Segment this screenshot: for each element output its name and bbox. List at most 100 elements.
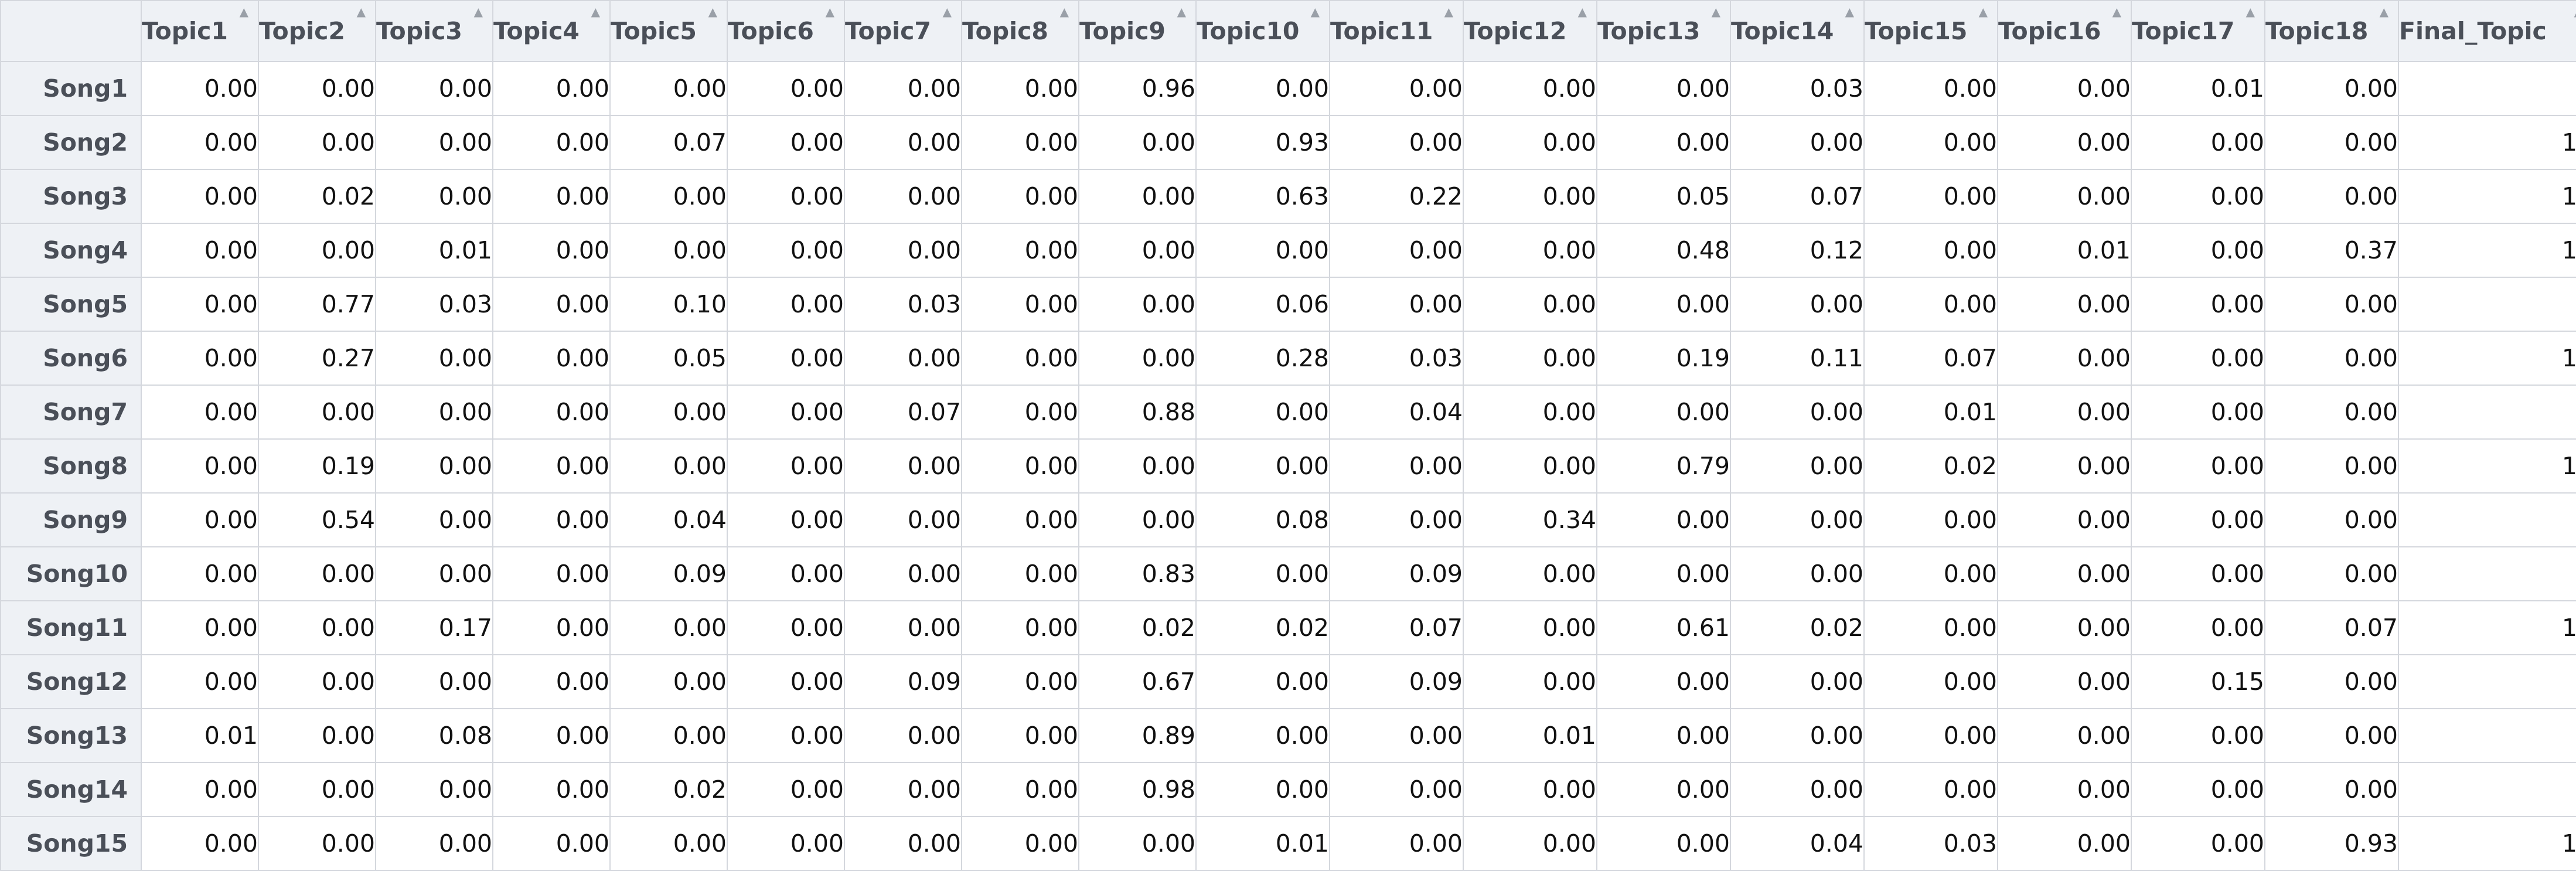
table-cell: 10 — [2398, 115, 2576, 170]
table-row: Song9 0.00 0.54 0.00 0.00 0.04 0.00 0.00 0.00 0.0… — [0, 492, 2576, 547]
sort-arrow-icon[interactable]: ▲ — [942, 5, 952, 19]
column-header-label: Topic13 — [1597, 17, 1701, 45]
table-cell: 0.00 — [961, 385, 1079, 440]
table-cell: 0.00 — [1863, 546, 1998, 601]
sort-arrow-icon[interactable]: ▲ — [2246, 5, 2255, 19]
table-cell: 0.00 — [1463, 816, 1597, 871]
table-cell: 0.00 — [258, 762, 376, 817]
table-cell: 0.00 — [2131, 169, 2265, 224]
table-cell: 0.00 — [1730, 385, 1865, 440]
table-cell: 0.00 — [1078, 492, 1197, 547]
table-cell: 0.00 — [1463, 654, 1597, 709]
column-header-topic10[interactable]: Topic10 ▲ — [1195, 0, 1330, 62]
column-header-topic14[interactable]: Topic14 ▲ — [1730, 0, 1865, 62]
column-header-topic3[interactable]: Topic3 ▲ — [375, 0, 493, 62]
table-cell: 0.11 — [1730, 331, 1865, 386]
table-cell: 0.98 — [1078, 762, 1197, 817]
sort-arrow-icon[interactable]: ▲ — [708, 5, 717, 19]
table-cell: 0.00 — [1329, 438, 1464, 494]
table-cell: 0.03 — [844, 277, 962, 332]
table-cell: 0.03 — [375, 277, 493, 332]
column-header-topic9[interactable]: Topic9 ▲ — [1078, 0, 1197, 62]
sort-arrow-icon[interactable]: ▲ — [1444, 5, 1453, 19]
table-cell: 0.05 — [1596, 169, 1731, 224]
sort-arrow-icon[interactable]: ▲ — [2112, 5, 2121, 19]
column-header-label: Topic9 — [1079, 17, 1166, 45]
table-cell: 0.03 — [1863, 816, 1998, 871]
column-header-topic12[interactable]: Topic12 ▲ — [1463, 0, 1597, 62]
column-header-topic7[interactable]: Topic7 ▲ — [844, 0, 962, 62]
column-header-topic18[interactable]: Topic18 ▲ — [2264, 0, 2399, 62]
sort-arrow-icon[interactable]: ▲ — [1978, 5, 1988, 19]
table-row: Song13 0.01 0.00 0.08 0.00 0.00 0.00 0.00 0.00 0.… — [0, 708, 2576, 763]
column-header-topic17[interactable]: Topic17 ▲ — [2131, 0, 2265, 62]
table-cell: 0.02 — [1078, 600, 1197, 655]
table-cell: 0.00 — [258, 115, 376, 170]
table-cell: 9 — [2398, 708, 2576, 763]
column-header-topic4[interactable]: Topic4 ▲ — [492, 0, 611, 62]
corner-cell — [0, 0, 142, 62]
sort-arrow-icon[interactable]: ▲ — [2379, 5, 2388, 19]
table-cell: 0.05 — [609, 331, 728, 386]
sort-arrow-icon[interactable]: ▲ — [1177, 5, 1186, 19]
column-header-final-topic[interactable]: Final_Topic ▲ — [2398, 0, 2576, 62]
table-cell: 0.07 — [1863, 331, 1998, 386]
sort-arrow-icon[interactable]: ▲ — [2574, 6, 2576, 18]
table-cell: 0.00 — [1463, 385, 1597, 440]
table-cell: 0.00 — [1463, 223, 1597, 278]
table-cell: 0.00 — [727, 385, 845, 440]
column-header-topic11[interactable]: Topic11 ▲ — [1329, 0, 1464, 62]
table-cell: 0.00 — [2131, 223, 2265, 278]
table-cell: 0.19 — [1596, 331, 1731, 386]
table-cell: 0.00 — [961, 654, 1079, 709]
table-cell: 0.00 — [2264, 492, 2399, 547]
table-cell: 0.00 — [1078, 277, 1197, 332]
table-cell: 0.00 — [1863, 762, 1998, 817]
column-header-topic15[interactable]: Topic15 ▲ — [1863, 0, 1998, 62]
table-cell: 0.00 — [1863, 61, 1998, 116]
table-cell: 13 — [2398, 223, 2576, 278]
table-cell: 0.00 — [727, 762, 845, 817]
column-header-topic6[interactable]: Topic6 ▲ — [727, 0, 845, 62]
table-cell: 0.08 — [375, 708, 493, 763]
table-cell: 0.00 — [1863, 169, 1998, 224]
sort-arrow-icon[interactable]: ▲ — [1711, 5, 1720, 19]
table-cell: 0.01 — [1863, 385, 1998, 440]
column-header-topic1[interactable]: Topic1 ▲ — [141, 0, 259, 62]
table-cell: 0.00 — [2264, 115, 2399, 170]
table-cell: 0.28 — [1195, 331, 1330, 386]
table-cell: 0.00 — [1463, 546, 1597, 601]
column-header-topic8[interactable]: Topic8 ▲ — [961, 0, 1079, 62]
table-cell: 0.00 — [258, 546, 376, 601]
table-cell: 18 — [2398, 816, 2576, 871]
table-cell: 0.01 — [1463, 708, 1597, 763]
table-cell: 2 — [2398, 277, 2576, 332]
table-cell: 0.00 — [727, 169, 845, 224]
sort-arrow-icon[interactable]: ▲ — [1845, 5, 1854, 19]
table-row: Song1 0.00 0.00 0.00 0.00 0.00 0.00 0.00 0.00 0.9… — [0, 61, 2576, 116]
sort-arrow-icon[interactable]: ▲ — [1577, 5, 1587, 19]
column-header-topic5[interactable]: Topic5 ▲ — [609, 0, 728, 62]
table-cell: 0.00 — [961, 438, 1079, 494]
header-row: Topic1 ▲ Topic2 ▲ Topic3 ▲ Topic4 ▲ Topic5 ▲ Topic… — [0, 0, 2576, 62]
table-cell: 0.00 — [961, 223, 1079, 278]
sort-arrow-icon[interactable]: ▲ — [591, 5, 600, 19]
table-cell: 0.00 — [844, 331, 962, 386]
sort-arrow-icon[interactable]: ▲ — [825, 5, 834, 19]
sort-arrow-icon[interactable]: ▲ — [239, 5, 248, 19]
table-cell: 0.00 — [1997, 762, 2132, 817]
table-cell: 0.10 — [609, 277, 728, 332]
column-header-topic2[interactable]: Topic2 ▲ — [258, 0, 376, 62]
sort-arrow-icon[interactable]: ▲ — [1059, 5, 1069, 19]
table-cell: 0.00 — [1463, 277, 1597, 332]
column-header-topic13[interactable]: Topic13 ▲ — [1596, 0, 1731, 62]
table-cell: 0.00 — [844, 169, 962, 224]
table-cell: 0.00 — [727, 654, 845, 709]
sort-arrow-icon[interactable]: ▲ — [356, 5, 366, 19]
row-label: Song15 — [0, 816, 142, 871]
sort-arrow-icon[interactable]: ▲ — [1310, 5, 1320, 19]
sort-arrow-icon[interactable]: ▲ — [473, 5, 483, 19]
table-cell: 0.01 — [2131, 61, 2265, 116]
table-cell: 0.03 — [1329, 331, 1464, 386]
column-header-topic16[interactable]: Topic16 ▲ — [1997, 0, 2132, 62]
